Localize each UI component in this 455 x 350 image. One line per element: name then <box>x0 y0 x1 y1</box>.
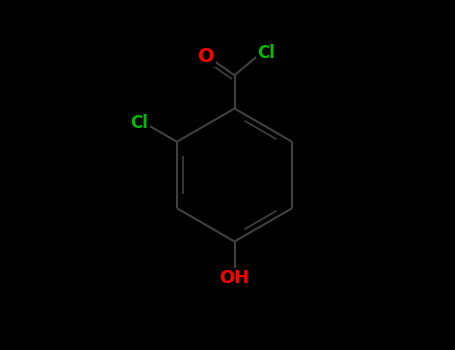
Text: OH: OH <box>219 269 250 287</box>
Text: O: O <box>198 47 215 66</box>
Text: Cl: Cl <box>257 44 275 62</box>
Text: Cl: Cl <box>131 114 148 132</box>
